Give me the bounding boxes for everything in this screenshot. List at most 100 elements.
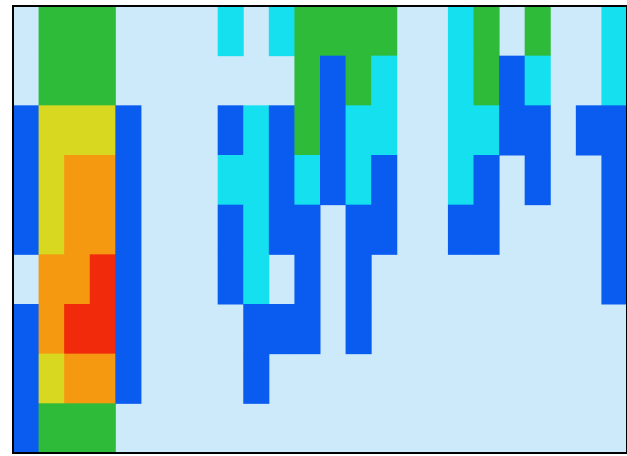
heat-cell: [13, 204, 40, 255]
heat-cell: [320, 6, 347, 57]
heat-cell: [524, 105, 551, 156]
heat-cell: [473, 155, 500, 206]
heat-cell: [38, 353, 65, 404]
heat-cell: [294, 105, 321, 156]
heat-cell: [115, 353, 142, 404]
heat-cell: [371, 204, 398, 255]
heat-cell: [38, 105, 65, 156]
heat-cell: [524, 55, 551, 106]
heat-cell: [38, 6, 65, 57]
heat-cell: [243, 304, 270, 355]
heat-cell: [345, 304, 372, 355]
heat-cell: [64, 204, 91, 255]
heat-cell: [89, 155, 116, 206]
heat-cell: [115, 105, 142, 156]
heat-cell: [38, 155, 65, 206]
heat-cell: [115, 254, 142, 305]
heat-cell: [371, 105, 398, 156]
heat-cell: [294, 254, 321, 305]
heat-cell: [115, 304, 142, 355]
heat-cell: [64, 353, 91, 404]
heat-cell: [217, 155, 244, 206]
heat-cell: [575, 105, 602, 156]
heat-cell: [38, 403, 65, 454]
heat-cell: [64, 55, 91, 106]
heat-cell: [64, 6, 91, 57]
heat-cell: [447, 204, 474, 255]
heat-cell: [243, 254, 270, 305]
heat-cell: [294, 155, 321, 206]
heat-cell: [473, 6, 500, 57]
heat-cell: [268, 204, 295, 255]
heat-cell: [38, 55, 65, 106]
heat-cell: [473, 204, 500, 255]
heat-cell: [64, 254, 91, 305]
heat-cell: [217, 105, 244, 156]
heat-cell: [447, 6, 474, 57]
heat-cell: [243, 353, 270, 404]
plot-frame: [12, 5, 627, 454]
heat-cell: [294, 6, 321, 57]
heat-cell: [601, 204, 627, 255]
heat-cell: [601, 155, 627, 206]
heat-cell: [13, 155, 40, 206]
heat-cell: [345, 155, 372, 206]
heat-cell: [524, 6, 551, 57]
heat-cell: [524, 155, 551, 206]
heat-cell: [89, 55, 116, 106]
heat-cell: [345, 105, 372, 156]
heat-cell: [345, 55, 372, 106]
heat-cell: [13, 304, 40, 355]
heat-cell: [447, 105, 474, 156]
heat-cell: [371, 55, 398, 106]
heat-cell: [268, 155, 295, 206]
heat-cell: [268, 105, 295, 156]
heat-cell: [64, 105, 91, 156]
heat-cell: [89, 105, 116, 156]
heat-cell: [371, 6, 398, 57]
heat-cell: [294, 304, 321, 355]
heat-cell: [345, 6, 372, 57]
heat-cell: [89, 6, 116, 57]
heat-cell: [13, 353, 40, 404]
heat-cell: [447, 155, 474, 206]
heat-cell: [601, 105, 627, 156]
heat-cell: [601, 55, 627, 106]
heat-cell: [473, 55, 500, 106]
heat-cell: [89, 403, 116, 454]
heat-cell: [345, 204, 372, 255]
heat-cell: [217, 254, 244, 305]
heat-cell: [243, 155, 270, 206]
heat-cell: [64, 304, 91, 355]
heat-cell: [499, 105, 526, 156]
heat-cell: [473, 105, 500, 156]
heat-cell: [217, 6, 244, 57]
heat-cell: [294, 55, 321, 106]
heat-cell: [243, 204, 270, 255]
heat-cell: [13, 105, 40, 156]
heat-cell: [320, 155, 347, 206]
heat-cell: [320, 105, 347, 156]
heat-cell: [115, 204, 142, 255]
heat-cell: [499, 55, 526, 106]
heat-cell: [217, 204, 244, 255]
heat-cell: [38, 254, 65, 305]
heat-cell: [268, 304, 295, 355]
heat-cell: [371, 155, 398, 206]
heat-cell: [89, 204, 116, 255]
heat-cell: [89, 353, 116, 404]
heat-cell: [13, 403, 40, 454]
heat-cell: [115, 155, 142, 206]
heat-cell: [601, 254, 627, 305]
heat-cell: [601, 6, 627, 57]
heat-cell: [243, 105, 270, 156]
heat-cell: [64, 403, 91, 454]
heat-cell: [64, 155, 91, 206]
heat-cell: [345, 254, 372, 305]
heat-cell: [447, 55, 474, 106]
heat-cell: [89, 254, 116, 305]
heat-cell: [320, 55, 347, 106]
heat-cell: [38, 304, 65, 355]
